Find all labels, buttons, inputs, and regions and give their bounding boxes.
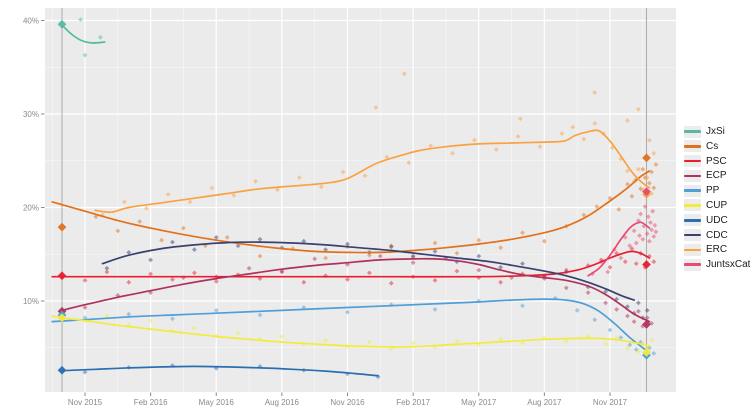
- legend-item-JuntsxCat: JuntsxCat: [684, 258, 750, 271]
- x-tick-label: Feb 2016: [134, 398, 168, 407]
- legend-label: ERC: [706, 244, 728, 256]
- legend-label: UDC: [706, 214, 728, 226]
- election-result-PSC: [57, 271, 67, 281]
- legend-line-icon: [684, 218, 701, 222]
- election-result-CUP: [642, 348, 651, 357]
- trend-line-JxSi: [61, 24, 106, 44]
- poll-point-JxSi: [78, 17, 84, 23]
- legend-line-icon: [684, 189, 701, 192]
- poll-point-JxSi: [97, 34, 103, 40]
- legend-label: CUP: [706, 199, 728, 211]
- x-tick-label: Nov 2016: [330, 398, 365, 407]
- legend-item-CUP: CUP: [684, 199, 750, 212]
- legend-item-PP: PP: [684, 184, 750, 197]
- legend-key-swatch-ECP: [684, 169, 701, 182]
- legend-line-icon: [684, 145, 701, 148]
- legend-key-swatch-PP: [684, 184, 701, 197]
- legend-label: JxSi: [706, 126, 725, 137]
- legend-label: PSC: [706, 155, 727, 167]
- legend-item-PSC: PSC: [684, 155, 750, 168]
- legend-label: PP: [706, 185, 720, 197]
- y-tick-label: 20%: [23, 203, 39, 212]
- legend-key-swatch-JuntsxCat: [684, 258, 701, 271]
- legend-key-swatch-CDC: [684, 229, 701, 242]
- y-tick-label: 10%: [23, 297, 39, 306]
- election-result-ECP: [642, 320, 651, 329]
- x-tick-label: May 2017: [461, 398, 497, 407]
- legend-item-CDC: CDC: [684, 229, 750, 242]
- election-result-Cs: [642, 153, 651, 163]
- legend-label: CDC: [706, 229, 728, 241]
- y-tick-label: 40%: [23, 16, 39, 25]
- legend: JxSi Cs PSC ECP PP CUP UDC CDC ERC JuntsxCat: [684, 125, 750, 273]
- election-result-UDC: [57, 365, 67, 375]
- poll-point-JxSi: [82, 52, 88, 58]
- legend-line-icon: [684, 248, 701, 252]
- y-tick-label: 30%: [23, 110, 39, 119]
- election-result-PSC: [642, 260, 651, 269]
- trend-line-ERC: [94, 129, 651, 214]
- legend-key-swatch-PSC: [684, 155, 701, 168]
- x-tick-label: Nov 2015: [68, 398, 103, 407]
- x-tick-label: May 2016: [199, 398, 235, 407]
- trend-line-CDC: [101, 241, 635, 301]
- legend-line-icon: [684, 263, 701, 266]
- election-result-JuntsxCat: [642, 187, 651, 196]
- trend-line-Cs: [51, 170, 651, 254]
- legend-item-UDC: UDC: [684, 214, 750, 227]
- legend-line-icon: [684, 130, 701, 133]
- legend-item-JxSi: JxSi: [684, 125, 750, 138]
- legend-line-icon: [684, 233, 701, 237]
- x-tick-label: Nov 2017: [593, 398, 628, 407]
- legend-key-swatch-ERC: [684, 243, 701, 256]
- legend-key-swatch-CUP: [684, 199, 701, 212]
- legend-label: Cs: [706, 140, 719, 152]
- legend-item-ECP: ECP: [684, 169, 750, 182]
- legend-line-icon: [684, 159, 701, 163]
- legend-item-Cs: Cs: [684, 140, 750, 153]
- trend-line-PP: [51, 298, 651, 354]
- x-tick-label: Aug 2016: [265, 398, 300, 407]
- legend-key-swatch-JxSi: [684, 125, 701, 138]
- trend-line-UDC: [61, 365, 379, 377]
- trend-line-CUP: [51, 315, 651, 348]
- legend-key-swatch-Cs: [684, 140, 701, 153]
- legend-line-icon: [684, 204, 701, 207]
- legend-label: JuntsxCat: [706, 259, 750, 271]
- legend-label: ECP: [706, 170, 727, 182]
- trend-line-ECP: [61, 257, 651, 323]
- x-tick-label: Aug 2017: [527, 398, 562, 407]
- trend-line-JuntsxCat: [587, 221, 651, 277]
- panel-background: [45, 8, 676, 392]
- legend-line-icon: [684, 174, 701, 178]
- x-tick-label: Feb 2017: [396, 398, 430, 407]
- legend-item-ERC: ERC: [684, 243, 750, 256]
- election-result-CUP: [57, 313, 67, 323]
- legend-key-swatch-UDC: [684, 214, 701, 227]
